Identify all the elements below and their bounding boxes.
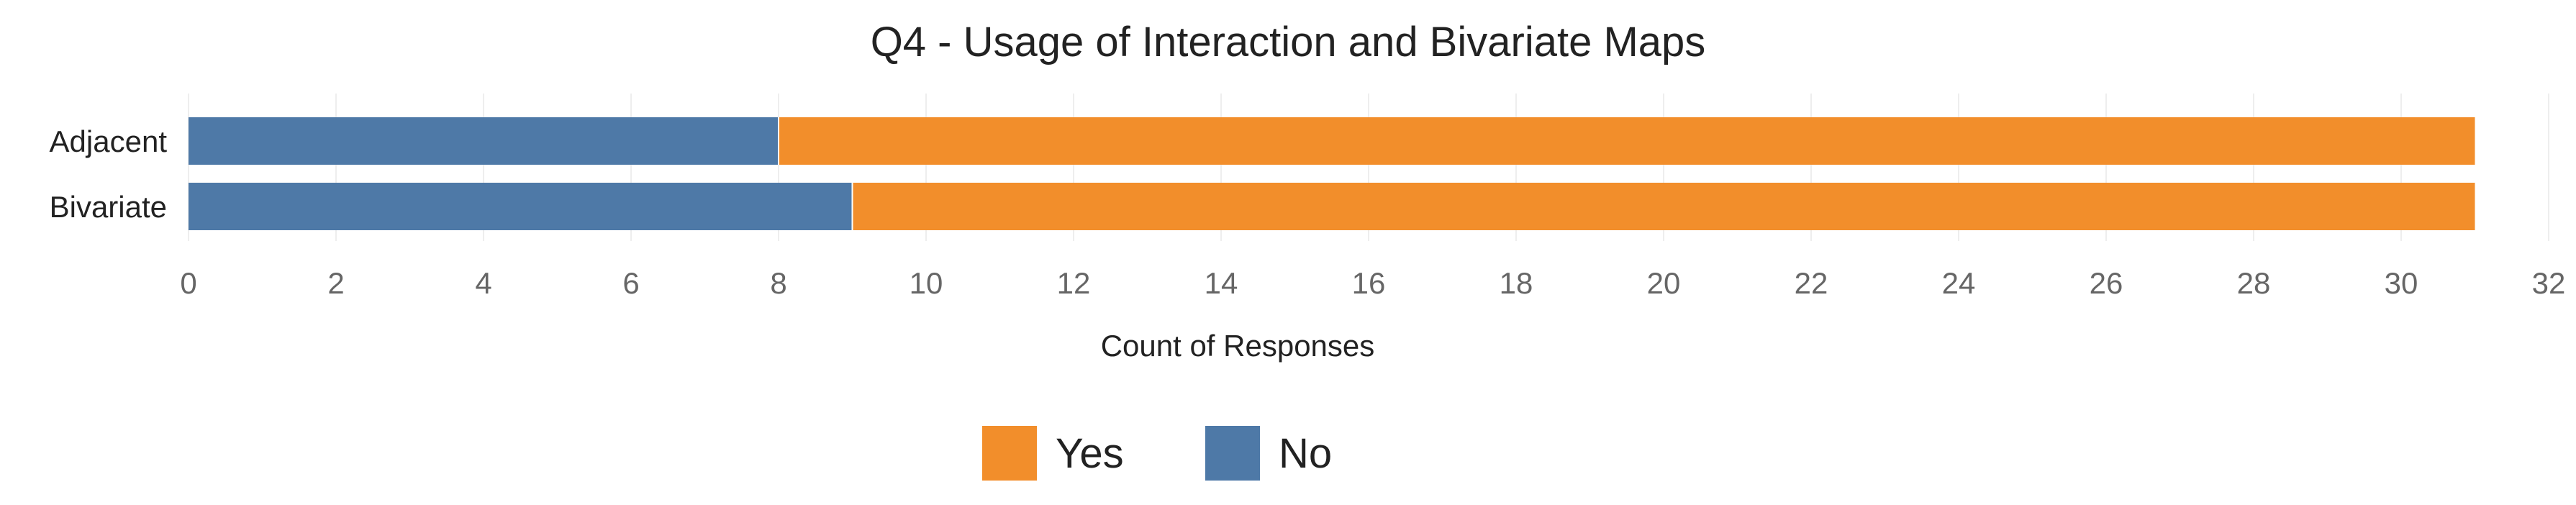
x-tick-label: 4 (475, 266, 491, 300)
x-tick-label: 30 (2385, 266, 2418, 300)
chart-title: Q4 - Usage of Interaction and Bivariate … (871, 19, 1706, 65)
x-tick-label: 12 (1057, 266, 1091, 300)
x-tick-label: 16 (1352, 266, 1386, 300)
x-tick-label: 2 (327, 266, 344, 300)
x-tick-label: 28 (2237, 266, 2271, 300)
x-tick-label: 8 (770, 266, 786, 300)
category-label-bivariate: Bivariate (50, 190, 167, 224)
x-tick-label: 6 (622, 266, 639, 300)
x-tick-label: 24 (1942, 266, 1976, 300)
legend-swatch-no (1205, 426, 1260, 481)
legend-label-no: No (1279, 430, 1332, 477)
bar-adjacent-no (189, 117, 779, 165)
x-tick-label: 32 (2532, 266, 2566, 300)
x-tick-label: 22 (1795, 266, 1828, 300)
x-tick-label: 20 (1647, 266, 1681, 300)
legend-label-yes: Yes (1056, 430, 1124, 477)
category-label-adjacent: Adjacent (50, 124, 168, 158)
bar-bivariate-yes (852, 183, 2475, 230)
bar-adjacent-yes (779, 117, 2475, 165)
x-axis-label: Count of Responses (1101, 329, 1375, 363)
bar-bivariate-no (189, 183, 853, 230)
category-labels: Adjacent Bivariate (50, 124, 168, 224)
x-tick-label: 18 (1500, 266, 1533, 300)
x-tick-label: 10 (910, 266, 943, 300)
x-tick-label: 26 (2090, 266, 2123, 300)
legend-swatch-yes (982, 426, 1037, 481)
x-axis-tick-labels: 0 2 4 6 8 10 12 14 16 18 20 22 24 26 28 30 32 (180, 266, 2565, 300)
x-tick-label: 14 (1205, 266, 1238, 300)
x-tick-label: 0 (180, 266, 196, 300)
bars-layer (189, 117, 2475, 230)
legend: Yes No (982, 426, 1332, 481)
